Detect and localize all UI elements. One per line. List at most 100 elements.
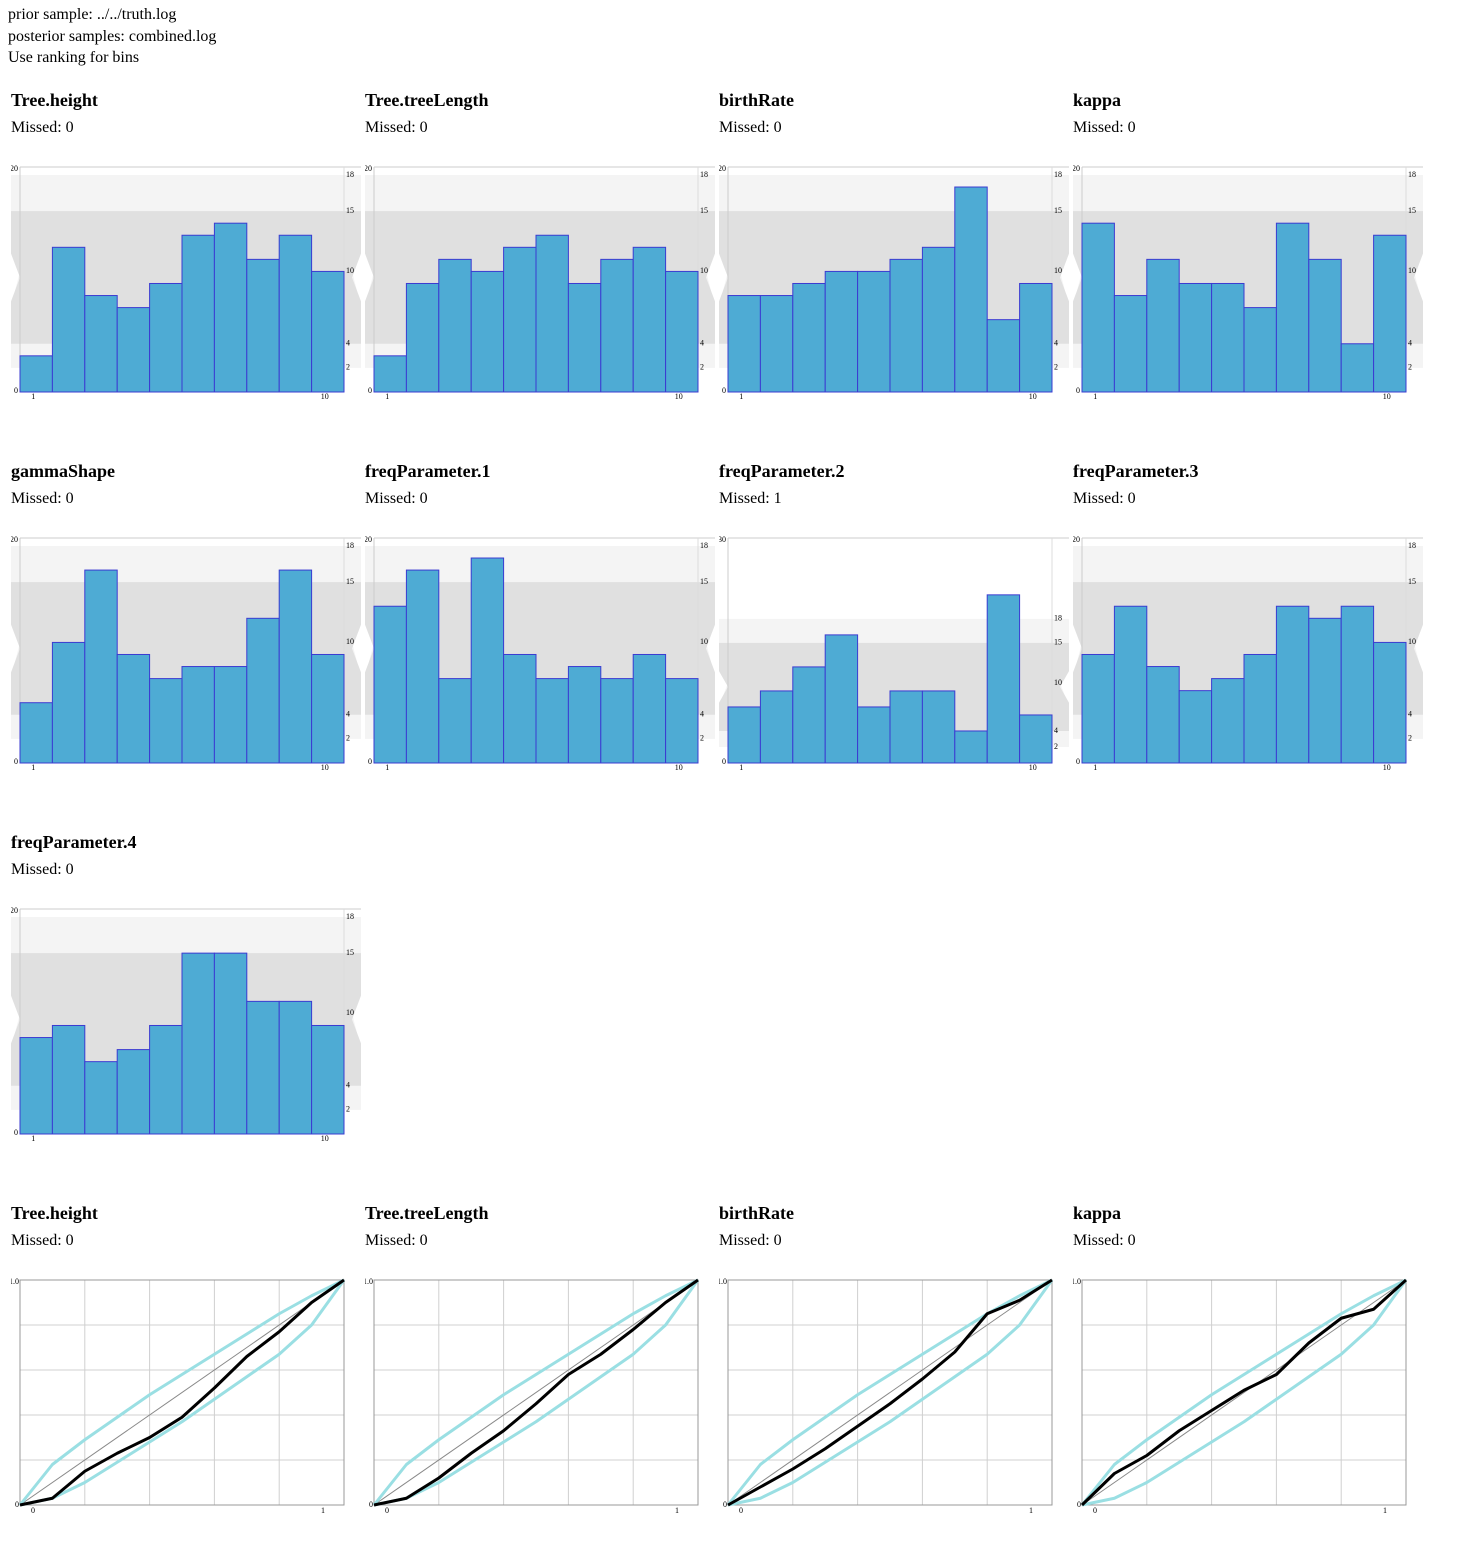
bar	[438, 258, 472, 393]
x-tick-label: 0	[31, 1506, 35, 1515]
chart: 0 30 2 4 10 15 18 1 10	[719, 535, 1069, 772]
x-tick-label: 1	[31, 392, 35, 401]
y2-tick-label: 2	[346, 1105, 350, 1114]
chart-subtitle: Missed: 0	[11, 490, 74, 507]
bar	[246, 1000, 280, 1135]
y2-tick-label: 10	[1408, 266, 1416, 275]
bar	[405, 282, 440, 393]
y-tick-label: 1.0	[1073, 1277, 1081, 1286]
bar	[149, 678, 183, 764]
chart: 0 1.0 0 1	[11, 1277, 346, 1515]
x-tick-label: 1	[385, 763, 389, 772]
bar	[470, 270, 505, 393]
x-tick-label: 1	[1029, 1506, 1033, 1515]
y-tick-label: 0	[722, 757, 726, 766]
bar	[1019, 282, 1053, 393]
y2-tick-label: 4	[1054, 726, 1058, 735]
y2-tick-label: 2	[1054, 742, 1058, 751]
chart-panel: kappa Missed: 0 0 20 2 4 10 15 18 1 10	[1073, 90, 1423, 401]
chart-subtitle: Missed: 1	[719, 490, 782, 507]
bar	[792, 282, 826, 393]
chart-panel: birthRate Missed: 0 0 20 2 4 10 15 18 1 10	[719, 90, 1069, 401]
chart: 0 1.0 0 1	[365, 1277, 700, 1515]
y2-tick-label: 15	[346, 577, 354, 586]
chart-title: Tree.treeLength	[365, 1203, 489, 1223]
y2-tick-label: 2	[346, 363, 350, 372]
y2-tick-label: 15	[700, 577, 708, 586]
bar	[1211, 678, 1245, 764]
y2-tick-label: 18	[700, 170, 708, 179]
x-tick-label: 10	[321, 392, 329, 401]
y-tick-label: 1.0	[365, 1277, 373, 1286]
diagonal	[19, 1279, 345, 1506]
bar	[824, 634, 859, 764]
y-tick-label: 20	[1073, 164, 1080, 173]
bar	[181, 666, 215, 764]
x-tick-label: 1	[385, 392, 389, 401]
bar	[470, 557, 505, 764]
bar	[503, 653, 537, 764]
series-line	[1080, 1278, 1407, 1506]
series-line	[372, 1278, 699, 1506]
chart-panel: Tree.height Missed: 0 0 1.0 0 1	[11, 1203, 361, 1515]
x-tick-label: 10	[675, 763, 683, 772]
bar	[438, 678, 472, 764]
y-tick-label: 20	[365, 535, 372, 544]
bar	[921, 690, 956, 764]
y-tick-label: 0	[368, 386, 372, 395]
bar	[1340, 605, 1375, 764]
y2-tick-label: 10	[346, 266, 354, 275]
y-tick-label: 20	[11, 535, 18, 544]
bar	[84, 295, 118, 393]
chart-title: freqParameter.4	[11, 832, 137, 852]
chart: 0 1.0 0 1	[1073, 1277, 1408, 1515]
bar	[246, 617, 280, 764]
y2-tick-label: 2	[346, 734, 350, 743]
x-tick-label: 1	[321, 1506, 325, 1515]
x-tick-label: 1	[31, 1134, 35, 1143]
chart-subtitle: Missed: 0	[11, 861, 74, 878]
y2-tick-label: 4	[700, 339, 704, 348]
chart-panel: freqParameter.2 Missed: 1 0 30 2 4 10 15 18 1 10	[719, 461, 1069, 772]
chart-panel: freqParameter.4 Missed: 0 0 20 2 4 10 15 18 1 10	[11, 832, 361, 1143]
series-line	[373, 1278, 699, 1507]
bar	[181, 952, 215, 1135]
bar	[1081, 653, 1115, 764]
y2-tick-label: 2	[1408, 734, 1412, 743]
y2-tick-label: 2	[700, 734, 704, 743]
y2-tick-label: 2	[700, 363, 704, 372]
bar	[1178, 690, 1213, 764]
bar	[278, 569, 313, 764]
chart: 0 20 2 4 10 15 18 1 10	[1073, 535, 1423, 772]
x-tick-label: 10	[675, 392, 683, 401]
series-line	[727, 1279, 1054, 1507]
y2-tick-label: 18	[1054, 170, 1062, 179]
y2-tick-label: 15	[1408, 577, 1416, 586]
x-tick-label: 1	[1093, 392, 1097, 401]
bar	[1243, 653, 1277, 764]
bar	[213, 666, 248, 764]
chart: 0 20 2 4 10 15 18 1 10	[365, 164, 715, 401]
bar	[149, 1024, 183, 1135]
x-tick-label: 10	[1029, 392, 1037, 401]
y2-tick-label: 10	[700, 266, 708, 275]
x-tick-label: 1	[1093, 763, 1097, 772]
chart: 0 20 2 4 10 15 18 1 10	[11, 164, 361, 401]
bar	[727, 295, 761, 393]
y2-tick-label: 4	[346, 339, 350, 348]
chart: 0 20 2 4 10 15 18 1 10	[11, 535, 361, 772]
chart-subtitle: Missed: 0	[365, 119, 428, 136]
bar	[665, 270, 699, 393]
y-tick-label: 0	[368, 757, 372, 766]
bar	[278, 234, 313, 393]
bar	[1340, 343, 1375, 393]
bar	[246, 258, 280, 393]
bar	[986, 594, 1021, 764]
bar	[921, 246, 956, 393]
bar	[149, 282, 183, 393]
x-tick-label: 1	[739, 763, 743, 772]
bar	[311, 1024, 345, 1135]
y2-tick-label: 18	[1408, 170, 1416, 179]
series-line	[727, 1278, 1053, 1507]
x-tick-label: 1	[1383, 1506, 1387, 1515]
